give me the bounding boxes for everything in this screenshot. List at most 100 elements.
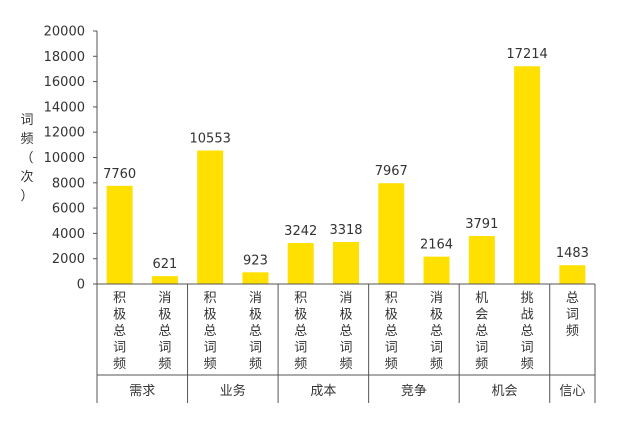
category-label-char: 词 [294, 341, 307, 356]
category-label-char: 极 [158, 308, 171, 323]
category-label-char: 词 [158, 341, 171, 356]
category-label-char: 积 [385, 291, 398, 306]
y-tick-label: 12000 [44, 126, 85, 141]
y-tick-label: 0 [77, 278, 85, 293]
category-label-char: 极 [204, 308, 217, 323]
category-label: 消极总词频 [158, 291, 171, 372]
category-label-char: 消 [158, 291, 171, 306]
category-label-char: 频 [249, 357, 262, 372]
category-label-char: 总 [158, 324, 171, 339]
category-label-char: 总 [113, 324, 126, 339]
group-label: 信心 [559, 384, 585, 399]
y-tick-label: 16000 [44, 75, 85, 90]
data-label: 17214 [506, 47, 547, 62]
category-label-char: 词 [113, 341, 126, 356]
category-label: 积极总词频 [385, 291, 398, 372]
category-label-char: 机 [475, 291, 488, 306]
data-label: 3242 [284, 224, 317, 239]
category-label-char: 会 [475, 308, 488, 323]
bar [197, 150, 224, 284]
category-label-char: 总 [249, 324, 262, 339]
category-label: 挑战总词频 [521, 291, 534, 372]
category-label: 消极总词频 [430, 291, 443, 372]
y-tick-label: 4000 [52, 227, 85, 242]
data-label: 3791 [465, 217, 498, 232]
category-label-char: 频 [521, 357, 534, 372]
category-label-char: 频 [113, 357, 126, 372]
category-label-char: 词 [249, 341, 262, 356]
category-label-char: 总 [566, 291, 579, 306]
category-label-char: 积 [113, 291, 126, 306]
category-label-char: 频 [158, 357, 171, 372]
data-label: 7760 [103, 167, 136, 182]
bar [423, 256, 450, 284]
category-label-char: 极 [249, 308, 262, 323]
data-label: 1483 [556, 246, 589, 261]
data-label: 2164 [420, 238, 453, 253]
bar [378, 183, 405, 284]
bar [559, 265, 586, 284]
category-label: 积极总词频 [204, 291, 217, 372]
bars: 7760 621 10553 923 3242 3318 7967 2164 3791 17214… [103, 47, 589, 285]
bar [514, 66, 541, 285]
category-label-char: 词 [339, 341, 352, 356]
bar [468, 236, 495, 284]
category-label-char: 频 [204, 357, 217, 372]
category-label-char: 总 [204, 324, 217, 339]
y-axis-label-char: 次 [20, 169, 33, 185]
category-label-char: 词 [566, 308, 579, 323]
bar [287, 242, 314, 284]
category-label-char: 极 [113, 308, 126, 323]
bar [151, 276, 178, 284]
category-label-char: 频 [385, 357, 398, 372]
group-label: 竞争 [401, 383, 427, 399]
y-axis-label-char: （ [20, 151, 33, 166]
y-tick-label: 20000 [44, 25, 85, 40]
y-axis: 0 2000 4000 6000 8000 10000 12000 14000 16000 180… [44, 25, 98, 293]
group-label: 机会 [491, 384, 517, 399]
bar [106, 185, 133, 284]
category-label-char: 总 [430, 324, 443, 339]
y-axis-label: 词频 （ 次 ） [20, 113, 33, 204]
category-label-char: 积 [294, 291, 307, 306]
category-label: 机会总词频 [475, 291, 488, 372]
y-tick-label: 18000 [44, 50, 85, 65]
y-tick-label: 14000 [44, 100, 85, 115]
category-label-char: 总 [475, 324, 488, 339]
group-label: 需求 [129, 384, 155, 399]
x-axis: 积极总词频消极总词频需求积极总词频消极总词频业务积极总词频消极总词频成本积极总词… [96, 283, 596, 403]
category-label-char: 总 [294, 324, 307, 339]
y-tick-label: 8000 [52, 176, 85, 191]
data-label: 10553 [190, 132, 231, 147]
y-axis-label-char: 频 [20, 132, 33, 147]
bar [333, 242, 359, 284]
category-label-char: 挑 [521, 291, 534, 306]
y-axis-label-char: ） [20, 189, 33, 204]
y-tick-label: 2000 [52, 252, 85, 267]
category-label-char: 词 [385, 341, 398, 356]
data-label: 3318 [329, 223, 362, 238]
category-label-char: 频 [566, 324, 579, 339]
category-label-char: 消 [430, 291, 443, 306]
category-label-char: 消 [249, 291, 262, 306]
category-label-char: 消 [339, 291, 352, 306]
category-label-char: 词 [430, 341, 443, 356]
category-label: 消极总词频 [249, 291, 262, 372]
category-label-char: 频 [339, 357, 352, 372]
bar [242, 272, 269, 284]
data-label: 621 [152, 257, 177, 272]
category-label-char: 频 [430, 357, 443, 372]
category-label-char: 极 [339, 308, 352, 323]
category-label-char: 词 [475, 341, 488, 356]
category-label: 消极总词频 [339, 291, 352, 372]
category-label-char: 战 [521, 308, 534, 323]
group-label: 成本 [310, 384, 336, 399]
category-label-char: 总 [521, 324, 534, 339]
category-label-char: 词 [521, 341, 534, 356]
y-tick-label: 6000 [52, 202, 85, 217]
group-label: 业务 [220, 383, 246, 399]
data-label: 7967 [375, 164, 408, 179]
category-label-char: 总 [339, 324, 352, 339]
category-label-char: 频 [294, 357, 307, 372]
